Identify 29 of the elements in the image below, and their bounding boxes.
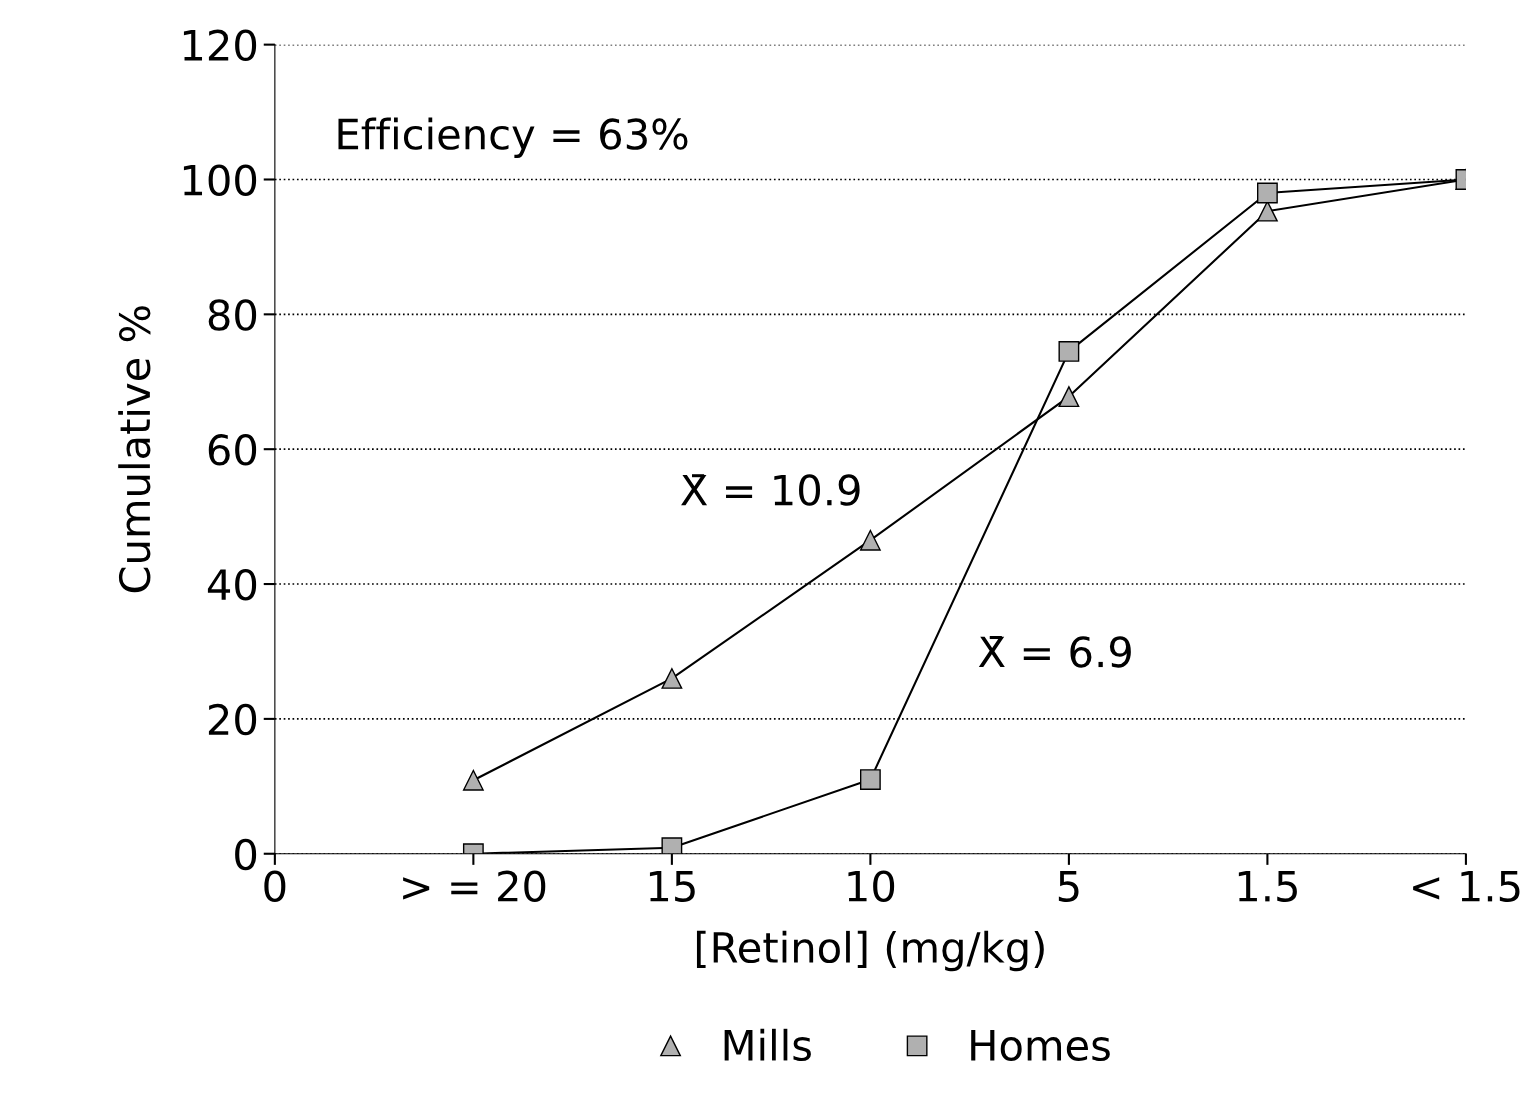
annotation: X̄ = 10.9: [681, 474, 860, 506]
point: [1058, 341, 1080, 362]
point: [1256, 200, 1278, 222]
point: [859, 769, 881, 790]
annotation: Efficiency = 63%: [338, 117, 688, 158]
x-tick-label: < 1.5: [1413, 870, 1520, 902]
x-tick-label: 0: [264, 870, 286, 902]
legend-label: Mills: [724, 1028, 811, 1062]
point: [1256, 182, 1278, 204]
x-tick-label: > = 20: [403, 870, 546, 902]
y-tick-label: 60: [208, 434, 257, 466]
x-tick-label: 1.5: [1238, 870, 1297, 902]
legend-label: Homes: [971, 1030, 1110, 1062]
y-tick-label: 40: [207, 568, 257, 601]
x-axis-title: [Retinol] (mg/kg): [696, 930, 1044, 972]
y-tick-label: 20: [208, 703, 257, 736]
point: [859, 529, 881, 551]
x-tick-label: 5: [1058, 870, 1079, 902]
point: [661, 668, 683, 689]
x-tick-label: 10: [848, 870, 895, 902]
point: [462, 769, 484, 791]
y-axis-title: Cumulative %: [118, 306, 151, 593]
point: [1058, 386, 1080, 408]
annotation: X̄ = 6.9: [978, 636, 1131, 668]
x-tick-label: 15: [649, 870, 695, 902]
y-tick-label: 0: [235, 838, 257, 871]
y-tick-label: 100: [183, 164, 257, 196]
y-tick-label: 80: [208, 299, 257, 331]
y-tick-label: 120: [183, 29, 257, 62]
